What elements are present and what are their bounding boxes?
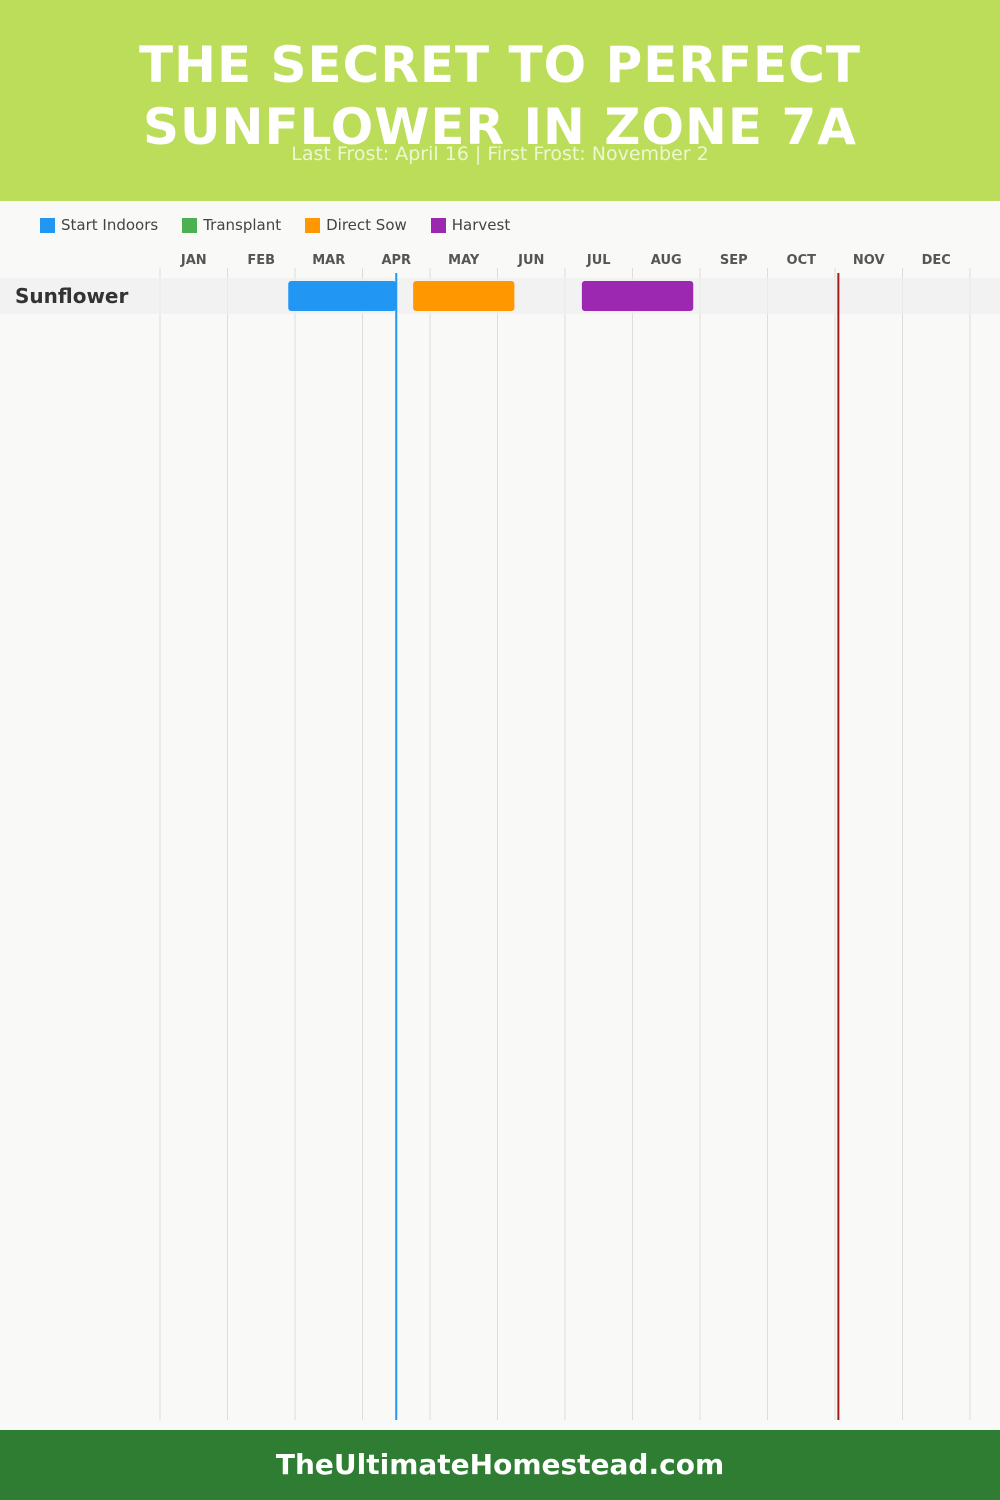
planting-calendar-chart: JAN FEB MAR APR MAY JUN JUL AUG SEP OCT NOV DEC Sunf… [0,253,1000,1420]
month-label-nov: NOV [853,253,885,268]
month-label-dec: DEC [922,253,951,268]
legend-item-harvest: Harvest [430,216,511,234]
legend-label-direct-sow: Direct Sow [326,216,407,234]
month-label-jun: JUN [517,253,544,268]
legend-swatch-transplant [182,217,198,233]
page-title: THE SECRET TO PERFECT SUNFLOWER IN ZONE … [0,34,1000,158]
title-line-2: SUNFLOWER IN ZONE 7A [143,98,857,156]
header-banner: THE SECRET TO PERFECT SUNFLOWER IN ZONE … [0,0,1000,201]
legend: Start Indoors Transplant Direct Sow Harv… [40,214,534,236]
month-label-apr: APR [381,253,411,268]
legend-item-direct-sow: Direct Sow [305,216,407,234]
month-label-feb: FEB [247,253,275,268]
legend-swatch-harvest [430,217,446,233]
month-label-sep: SEP [720,253,748,268]
footer-banner: TheUltimateHomestead.com [0,1430,1000,1500]
month-label-jul: JUL [586,253,611,268]
legend-item-start-indoors: Start Indoors [40,216,158,234]
footer-site-link[interactable]: TheUltimateHomestead.com [275,1448,725,1481]
legend-label-harvest: Harvest [451,216,511,234]
month-label-may: MAY [448,253,480,268]
title-line-1: THE SECRET TO PERFECT [139,36,861,94]
frost-dates-subtitle: Last Frost: April 16 | First Frost: Nove… [291,143,709,165]
bar-start-indoors [288,281,397,311]
legend-swatch-start-indoors [40,217,55,233]
bar-harvest [581,281,694,311]
legend-swatch-direct-sow [305,217,321,233]
crop-label-sunflower: Sunflower [15,284,128,308]
legend-item-transplant: Transplant [182,216,281,234]
legend-label-start-indoors: Start Indoors [61,216,159,234]
month-label-jan: JAN [180,253,207,268]
month-label-aug: AUG [651,253,682,268]
month-label-mar: MAR [312,253,345,268]
bar-direct-sow [413,281,515,311]
legend-label-transplant: Transplant [203,216,282,234]
month-label-oct: OCT [787,253,817,268]
